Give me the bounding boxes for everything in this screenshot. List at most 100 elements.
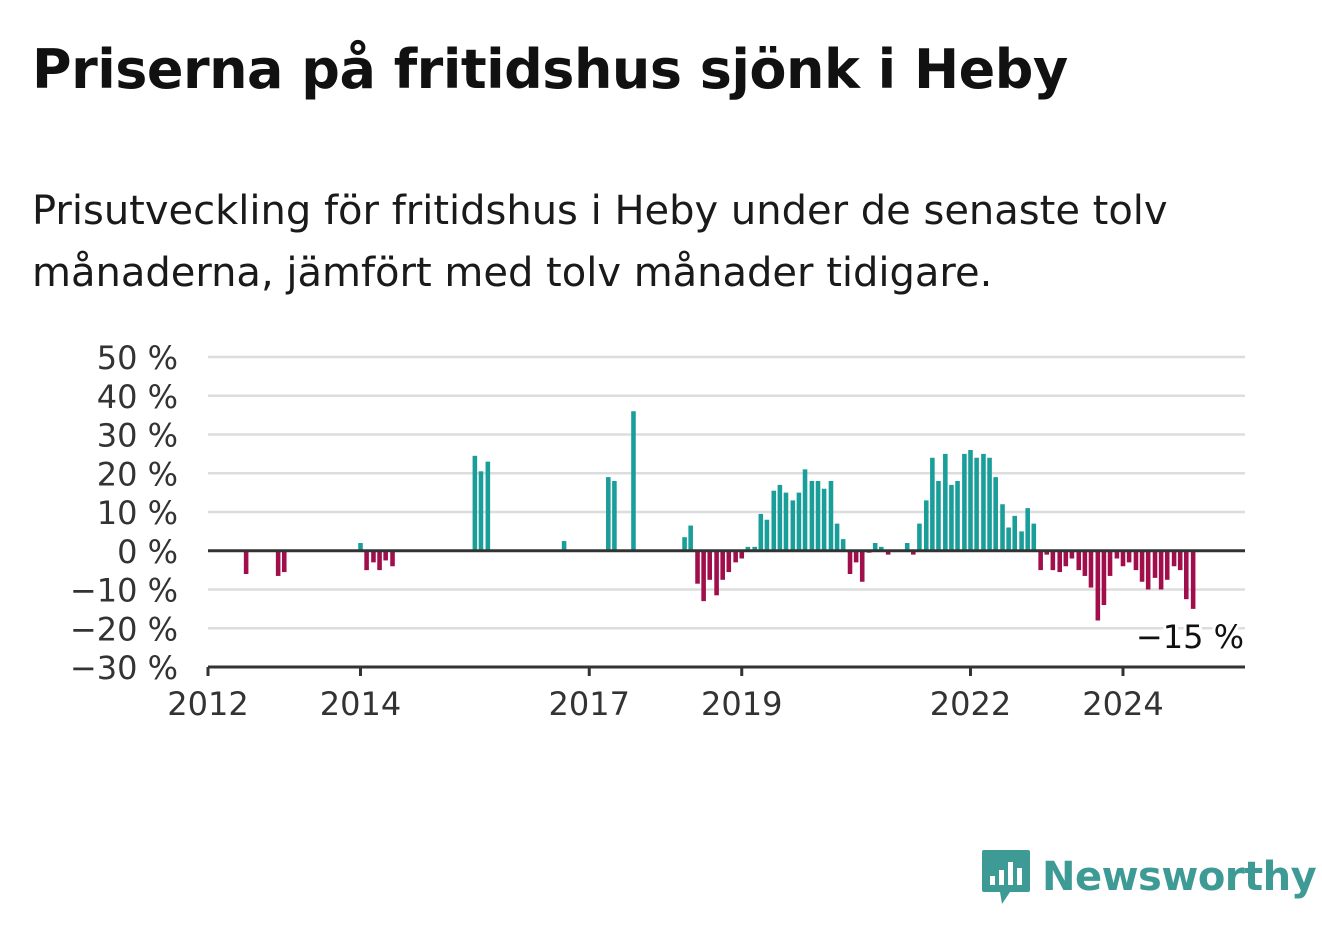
bar <box>1069 550 1075 559</box>
bar <box>243 550 249 574</box>
y-tick-label: −30 % <box>70 649 178 687</box>
bar <box>1038 550 1043 571</box>
bar <box>936 481 941 551</box>
bar <box>815 481 821 551</box>
bar <box>949 484 954 551</box>
bar <box>1101 550 1107 605</box>
bar <box>911 550 916 555</box>
bar <box>809 481 815 551</box>
bar <box>390 550 395 567</box>
bar <box>561 541 567 551</box>
bar <box>1012 515 1018 551</box>
bar <box>377 550 382 571</box>
bar <box>1044 550 1050 555</box>
chart-bubble-icon <box>982 850 1030 904</box>
bar <box>1139 550 1145 582</box>
bar <box>1000 504 1005 551</box>
y-tick-label: 40 % <box>97 378 178 416</box>
bar <box>1025 508 1030 551</box>
bar <box>707 550 713 580</box>
bar <box>1006 527 1011 551</box>
bar <box>834 523 840 551</box>
bar <box>802 469 808 551</box>
bar <box>917 523 922 551</box>
bar <box>358 543 363 551</box>
bar <box>1152 550 1158 578</box>
bar <box>872 543 878 551</box>
axes: 50 %40 %30 %20 %10 %0 %−10 %−20 %−30 %20… <box>70 339 1245 723</box>
bar-chart: 50 %40 %30 %20 %10 %0 %−10 %−20 %−30 %20… <box>70 339 1247 723</box>
y-tick-label: −10 % <box>70 572 178 610</box>
bar <box>777 484 783 551</box>
bar <box>281 550 287 573</box>
chart-subtitle: Prisutveckling för fritidshus i Heby und… <box>32 188 1168 296</box>
bar <box>1145 550 1151 590</box>
y-tick-label: −20 % <box>70 610 178 648</box>
y-tick-label: 10 % <box>97 494 178 532</box>
x-tick-label: 2017 <box>549 685 630 723</box>
bar <box>1164 550 1170 580</box>
bar <box>1082 550 1088 576</box>
bar <box>1120 550 1126 567</box>
bar <box>1076 550 1082 571</box>
bar <box>714 550 719 596</box>
bar <box>688 525 693 551</box>
bar <box>1158 550 1164 590</box>
bar <box>962 453 967 551</box>
y-tick-label: 0 % <box>117 533 178 571</box>
bar <box>733 550 738 563</box>
bar <box>885 550 891 555</box>
bar <box>879 546 884 551</box>
bar <box>612 481 617 551</box>
y-tick-label: 50 % <box>97 339 178 377</box>
bar <box>859 550 865 582</box>
bar <box>828 481 834 551</box>
bar <box>853 550 859 563</box>
bar <box>955 481 960 551</box>
x-tick-label: 2012 <box>167 685 248 723</box>
bar <box>764 519 770 551</box>
bar <box>364 550 369 571</box>
bar <box>1063 550 1069 567</box>
bar <box>1114 550 1120 559</box>
chart-title: Priserna på fritidshus sjönk i Heby <box>32 38 1068 101</box>
x-tick-label: 2022 <box>930 685 1011 723</box>
bar <box>790 500 796 551</box>
bar <box>1126 550 1132 563</box>
last-value-label: −15 % <box>1136 618 1244 656</box>
x-tick-label: 2024 <box>1082 685 1163 723</box>
bar <box>695 550 700 584</box>
bar <box>758 513 764 551</box>
bar <box>726 550 732 573</box>
bar <box>847 550 853 574</box>
bar <box>796 492 802 551</box>
bar <box>987 457 992 551</box>
bar <box>1019 531 1024 551</box>
brand-name: Newsworthy <box>1042 854 1317 900</box>
bar <box>943 453 948 551</box>
bar <box>1095 550 1101 621</box>
bar <box>993 477 998 551</box>
bar <box>1177 550 1183 571</box>
bar <box>1107 550 1113 576</box>
bar <box>1133 550 1139 571</box>
bar <box>739 550 745 559</box>
bar <box>840 539 846 551</box>
bar <box>720 550 725 580</box>
bar <box>606 477 611 551</box>
bar <box>478 471 484 551</box>
bar <box>771 490 777 551</box>
bar <box>682 537 687 551</box>
bar <box>1190 550 1196 609</box>
bar <box>485 461 491 551</box>
bar <box>821 488 827 551</box>
bar <box>1031 523 1037 551</box>
bar <box>783 492 789 551</box>
bar <box>968 450 973 551</box>
bar <box>631 411 636 551</box>
grid-lines <box>208 355 1245 630</box>
bar <box>752 546 757 551</box>
y-tick-label: 20 % <box>97 455 178 493</box>
bar <box>275 550 281 576</box>
bar <box>701 550 706 602</box>
